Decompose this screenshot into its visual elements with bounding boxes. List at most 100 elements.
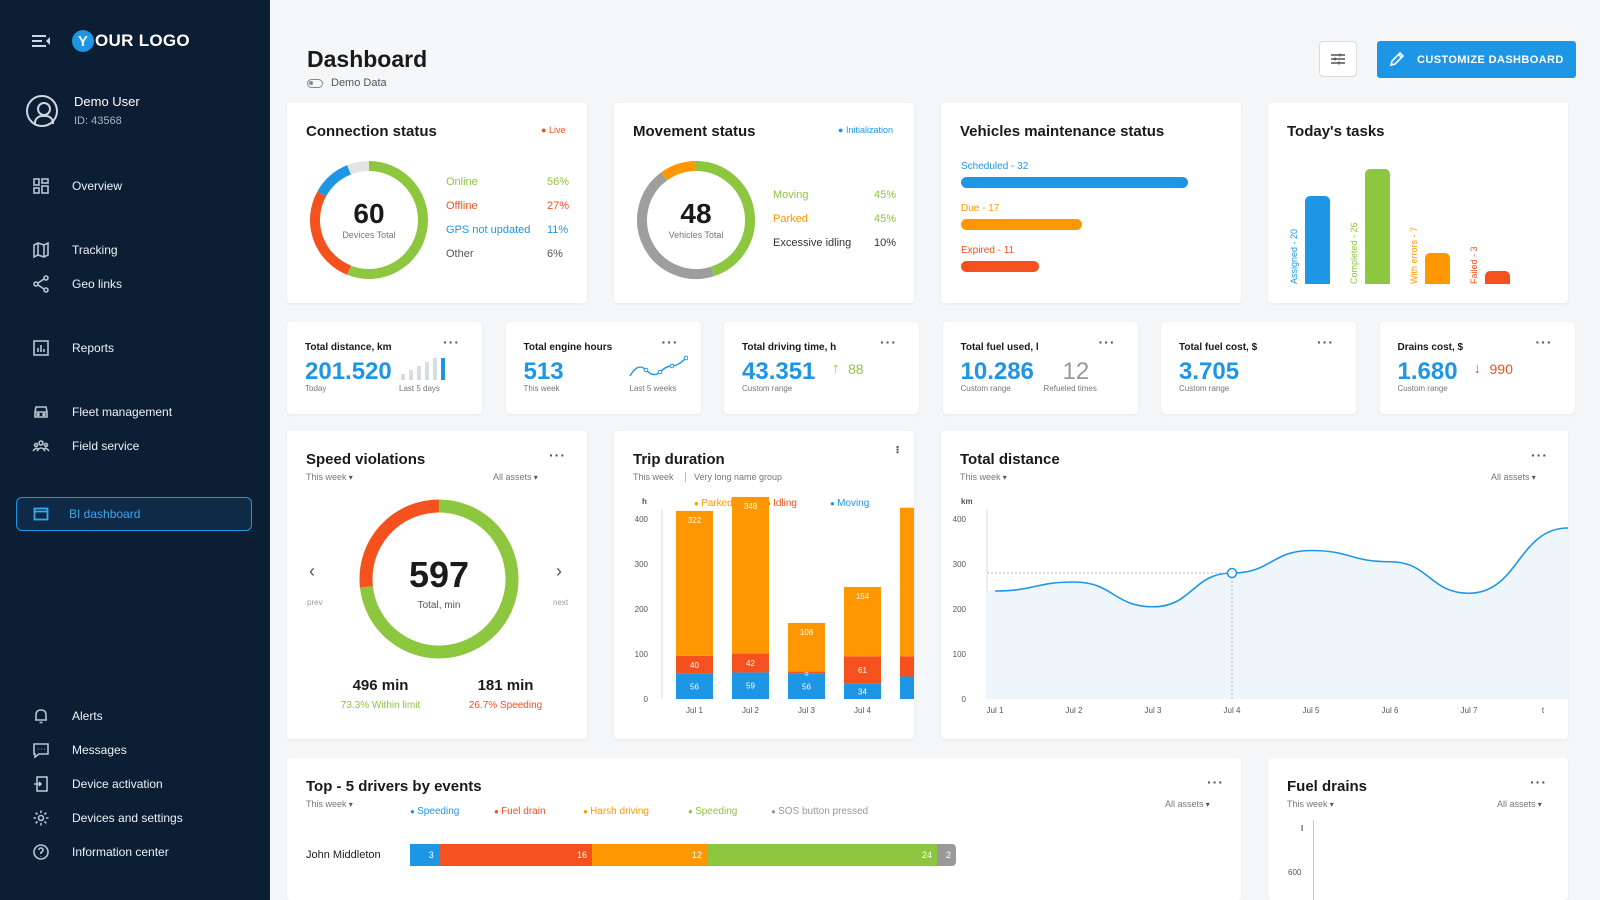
- logo[interactable]: Y OUR LOGO: [72, 30, 190, 52]
- kpi-sub: Custom range: [960, 384, 1011, 393]
- y-axis-unit: km: [961, 497, 973, 506]
- x-tick: Jul 3: [798, 706, 815, 715]
- task-bar: [1305, 195, 1330, 284]
- within-limit-value: 496 min: [352, 677, 409, 694]
- sidebar-item-label: Information center: [72, 845, 169, 859]
- period-select[interactable]: This week: [306, 799, 353, 809]
- y-tick: 300: [635, 560, 649, 569]
- sparkline-bar: [401, 374, 405, 380]
- sidebar-item-label: Devices and settings: [72, 811, 183, 825]
- sidebar-item-devices-and-settings[interactable]: Devices and settings: [32, 808, 183, 828]
- more-menu-icon[interactable]: ···: [443, 334, 460, 350]
- prev-arrow-icon[interactable]: ‹: [309, 561, 315, 581]
- legend-item: ● Harsh driving: [583, 806, 649, 817]
- more-menu-icon[interactable]: ···: [1531, 447, 1548, 463]
- message-icon: [32, 741, 50, 759]
- kpi-card: Drains cost, $ ··· 1.680 Custom range ↓ 990: [1379, 322, 1575, 414]
- more-menu-icon[interactable]: ···: [1317, 334, 1334, 350]
- bar-segment-parked: [676, 510, 713, 656]
- period-select[interactable]: This week: [960, 472, 1007, 482]
- bar-value-label: 322: [688, 516, 702, 525]
- legend-dot-icon: ●: [694, 499, 702, 508]
- x-tick: Jul 1: [987, 706, 1004, 715]
- arrow-up-icon: ↑: [832, 360, 840, 377]
- more-menu-icon[interactable]: ···: [1535, 334, 1553, 350]
- speeding-value: 181 min: [477, 677, 534, 694]
- assets-select[interactable]: All assets: [1165, 799, 1210, 809]
- legend-label: Parked: [773, 213, 808, 225]
- donut-segment-within-limit: [359, 499, 519, 659]
- filter-button[interactable]: [1319, 41, 1357, 77]
- legend-label: Online: [446, 176, 478, 188]
- legend-value: 45%: [874, 189, 897, 201]
- sidebar-item-label: BI dashboard: [69, 507, 141, 521]
- bar-value-label: 348: [744, 502, 758, 511]
- legend-dot-icon: ●: [830, 499, 838, 508]
- sidebar-item-tracking[interactable]: Tracking: [32, 240, 118, 260]
- more-menu-icon[interactable]: ···: [549, 447, 566, 463]
- assets-select[interactable]: All assets: [1491, 472, 1536, 482]
- data-point-highlight[interactable]: [1226, 567, 1238, 579]
- live-badge: ● Live: [541, 125, 566, 135]
- kpi-extra-sub: Refueled times: [1043, 384, 1097, 393]
- more-menu-icon[interactable]: ···: [1207, 774, 1224, 790]
- more-menu-icon[interactable]: ···: [1098, 334, 1116, 350]
- y-tick: 300: [953, 560, 967, 569]
- period-select[interactable]: This week: [1287, 799, 1334, 809]
- within-limit-label: 73.3% Within limit: [340, 700, 421, 711]
- task-bar: [1425, 253, 1450, 284]
- sparkline-bars: [401, 358, 453, 380]
- customize-dashboard-button[interactable]: CUSTOMIZE DASHBOARD: [1377, 41, 1576, 78]
- bar-value-label: 108: [800, 628, 814, 637]
- sidebar-item-device-activation[interactable]: Device activation: [32, 774, 163, 794]
- kpi-card: Total distance, km ··· 201.520 Today Last 5 …: [287, 322, 482, 414]
- x-tick: Jul 7: [1461, 706, 1478, 715]
- legend-label: Speeding: [417, 806, 460, 817]
- legend-label: Idling: [773, 498, 797, 509]
- kpi-value: 43.351: [742, 358, 816, 385]
- more-menu-icon[interactable]: ···: [880, 334, 897, 350]
- bar-segment-parked: [900, 507, 914, 657]
- kpi-title: Total fuel cost, $: [1179, 342, 1258, 353]
- bar-segment-moving: [676, 673, 713, 699]
- sidebar-item-alerts[interactable]: Alerts: [32, 706, 103, 726]
- sidebar-item-bi-dashboard[interactable]: BI dashboard: [16, 497, 252, 531]
- legend-label: GPS not updated: [446, 224, 531, 236]
- assets-select[interactable]: All assets: [1497, 799, 1542, 809]
- sidebar-item-field-service[interactable]: Field service: [32, 436, 139, 456]
- sidebar-item-messages[interactable]: Messages: [32, 740, 127, 760]
- donut-segment-offline: [310, 191, 352, 275]
- sidebar-item-fleet-management[interactable]: Fleet management: [32, 402, 172, 422]
- sidebar-item-overview[interactable]: Overview: [32, 176, 122, 196]
- map-icon: [32, 241, 50, 259]
- sidebar-item-reports[interactable]: Reports: [32, 338, 114, 358]
- y-axis-unit: l: [1301, 824, 1304, 833]
- donut-segment-online: [347, 161, 428, 279]
- legend-dot-icon: ●: [771, 807, 779, 816]
- card-title: Vehicles maintenance status: [960, 123, 1165, 140]
- menu-collapse-icon[interactable]: [32, 34, 50, 48]
- x-tick: Jul 2: [1066, 706, 1083, 715]
- sidebar-item-geo-links[interactable]: Geo links: [32, 274, 122, 294]
- more-menu-icon[interactable]: ···: [1530, 774, 1547, 790]
- bar-value-label: 61: [858, 666, 867, 675]
- kpi-sub: This week: [523, 384, 560, 393]
- speeding-label: 26.7% Speeding: [468, 700, 543, 711]
- grid-icon: [32, 177, 50, 195]
- maintenance-label: Due - 17: [961, 203, 1000, 214]
- legend-item: ● Speeding: [410, 806, 459, 817]
- period-select[interactable]: This week: [306, 472, 353, 482]
- y-axis-line: [1313, 820, 1314, 900]
- next-arrow-icon[interactable]: ›: [556, 561, 562, 581]
- dashboard-icon: [33, 507, 49, 521]
- legend-value: 11%: [547, 224, 569, 236]
- card-title: Trip duration: [633, 451, 725, 468]
- user-profile[interactable]: Demo User ID: 43568: [26, 94, 140, 127]
- more-menu-icon[interactable]: ···: [890, 445, 906, 453]
- assets-select[interactable]: All assets: [493, 472, 538, 482]
- demo-data-toggle[interactable]: Demo Data: [307, 77, 387, 89]
- kpi-delta: 88: [848, 361, 864, 377]
- bar-value-label: 24: [921, 850, 932, 860]
- more-menu-icon[interactable]: ···: [661, 334, 679, 350]
- sidebar-item-information-center[interactable]: Information center: [32, 842, 169, 862]
